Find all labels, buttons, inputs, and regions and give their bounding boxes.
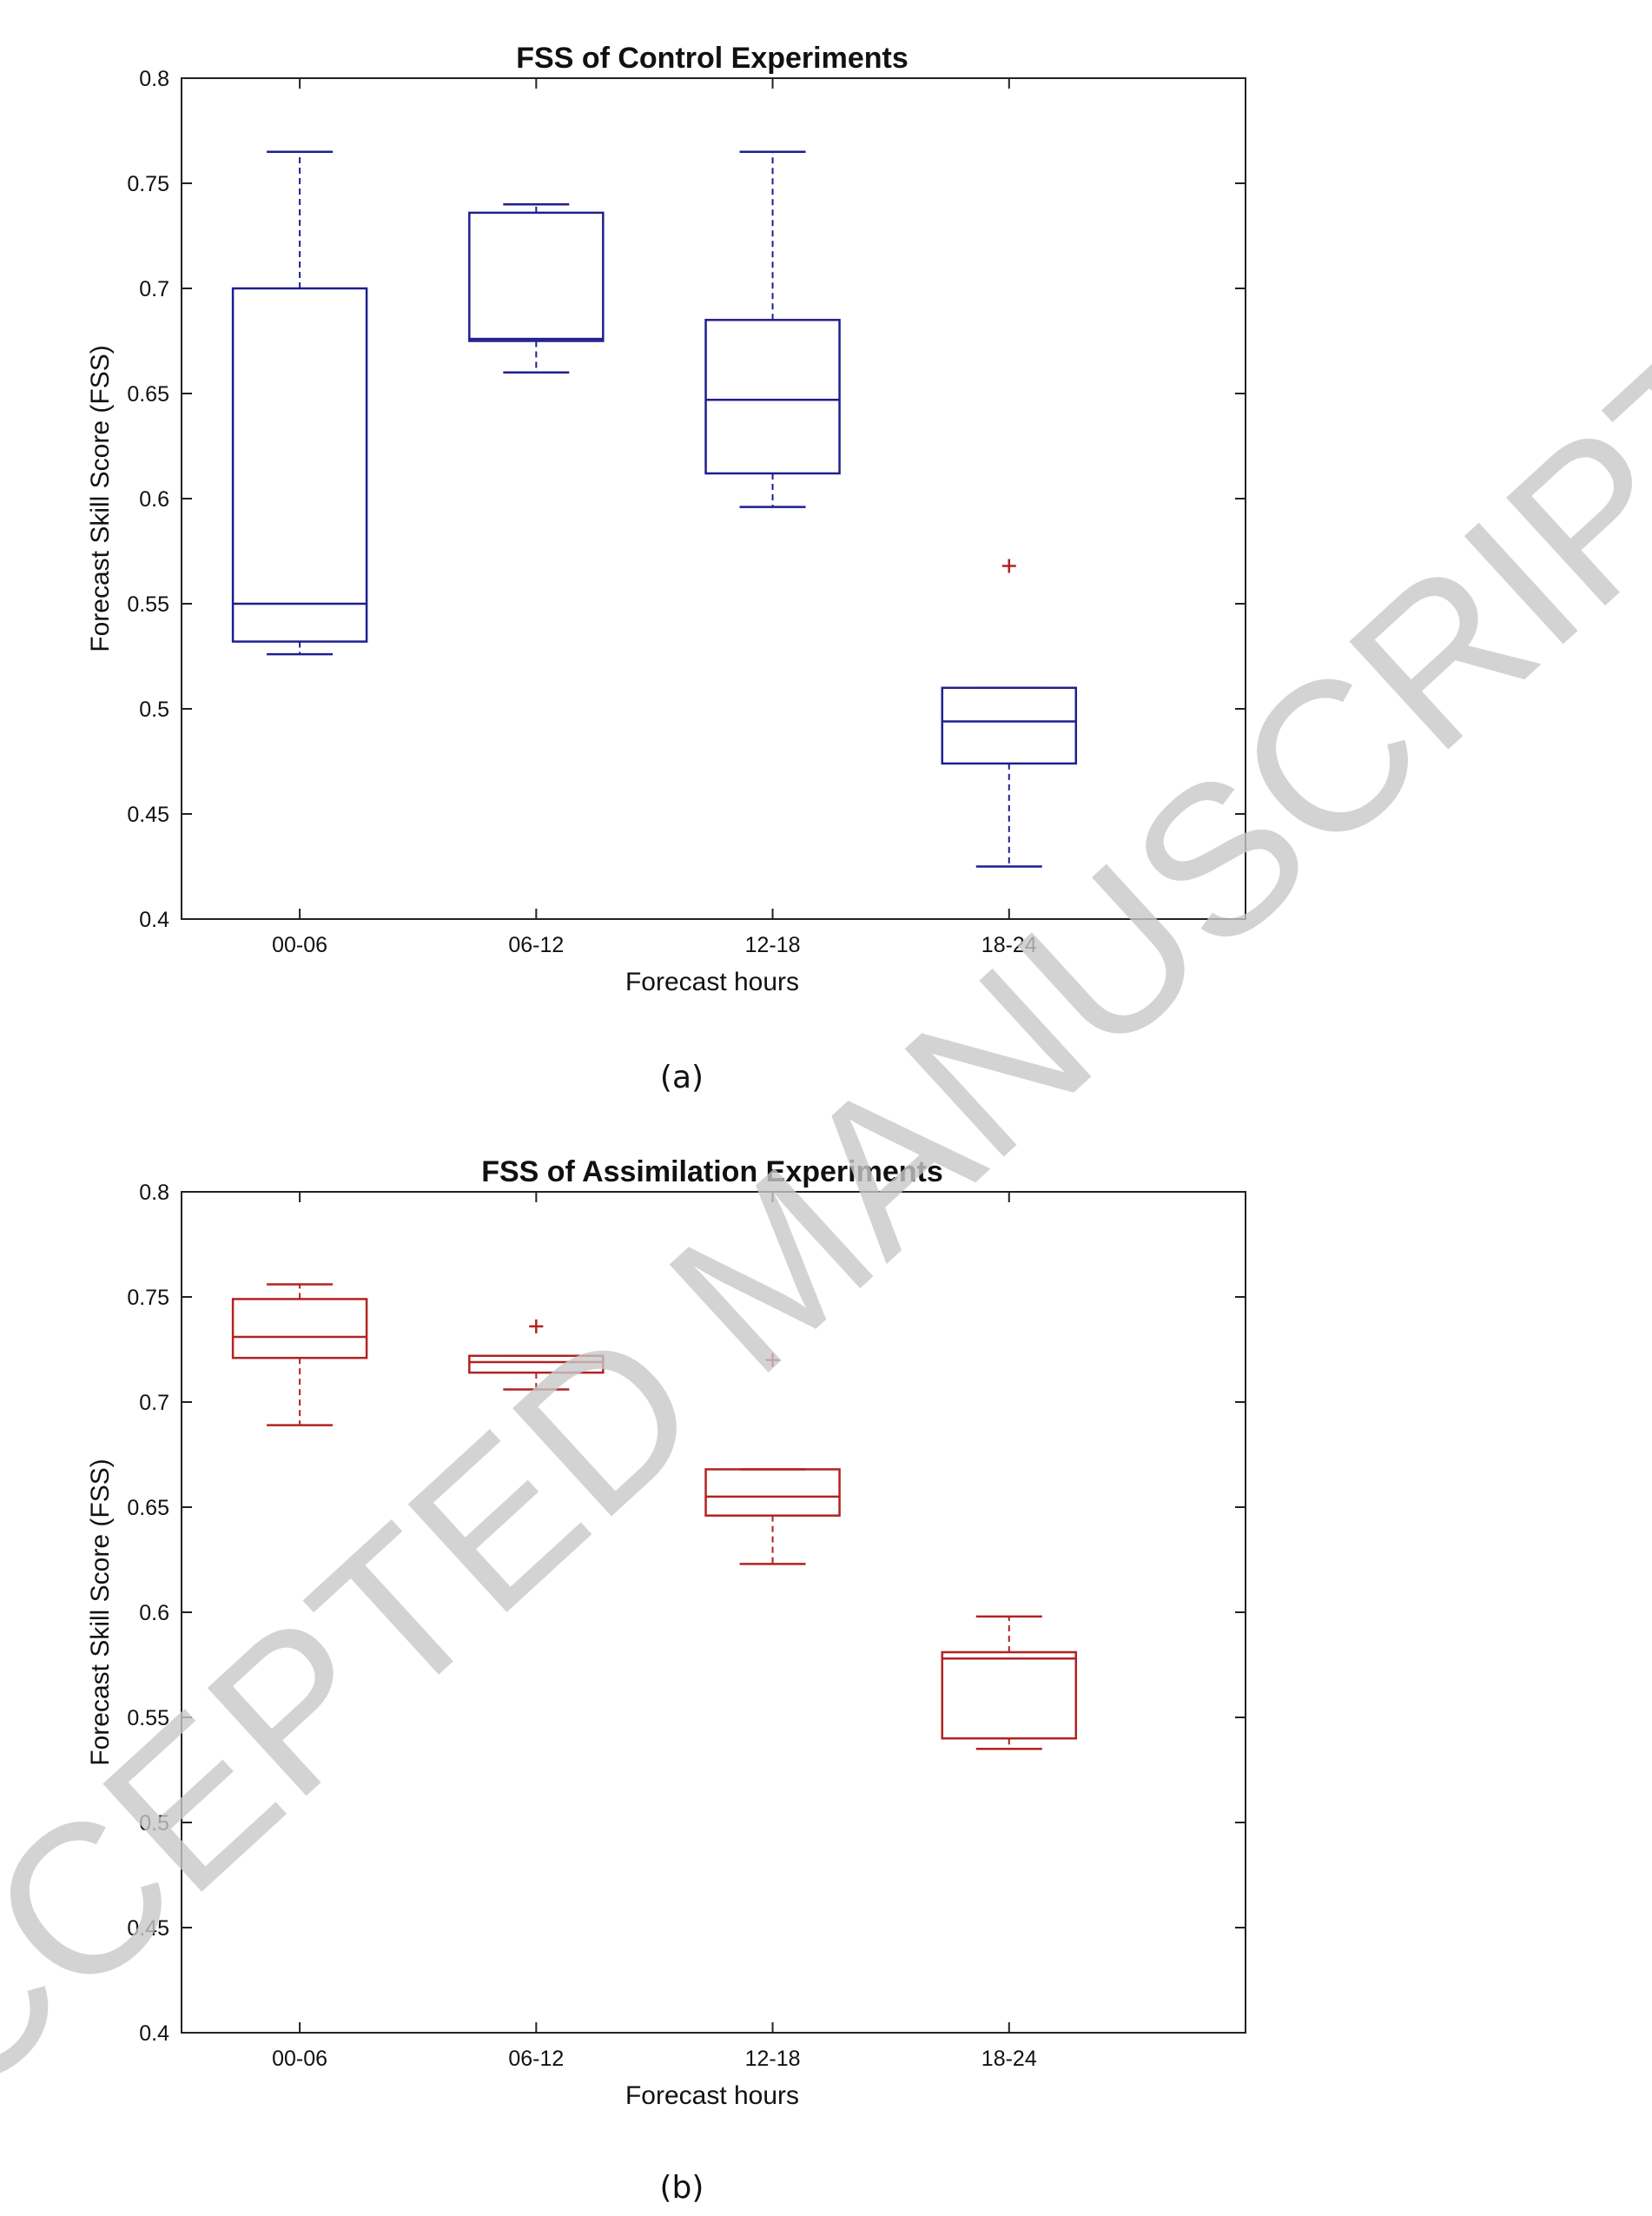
y-tick-label: 0.8 xyxy=(139,1181,169,1205)
box-body xyxy=(468,1354,605,1374)
x-tick-label: 00-06 xyxy=(272,2047,327,2071)
box-18-24 xyxy=(941,1615,1078,1750)
y-tick-labels: 0.4 0.45 0.5 0.55 0.6 0.65 0.7 0.75 0.8 xyxy=(127,67,169,932)
y-tick-labels: 0.4 0.45 0.5 0.55 0.6 0.65 0.7 0.75 0.8 xyxy=(127,1181,169,2046)
x-tick-label: 12-18 xyxy=(745,2047,801,2071)
y-tick-label: 0.55 xyxy=(127,592,169,617)
axis-ticks xyxy=(182,77,1246,920)
box-body xyxy=(941,1650,1078,1740)
y-tick-label: 0.75 xyxy=(127,172,169,196)
y-tick-label: 0.6 xyxy=(139,1601,169,1625)
y-tick-label: 0.65 xyxy=(127,382,169,407)
y-tick-label: 0.45 xyxy=(127,1916,169,1941)
outlier-marker xyxy=(529,1319,544,1333)
y-tick-label: 0.65 xyxy=(127,1496,169,1520)
y-tick-label: 0.8 xyxy=(139,67,169,91)
x-tick-labels: 00-06 06-12 12-18 18-24 xyxy=(272,933,1037,957)
y-tick-label: 0.7 xyxy=(139,277,169,301)
assimilation-experiments-chart: FSS of Assimilation Experiments 0.40.450… xyxy=(86,1155,1246,2206)
x-axis-label: Forecast hours xyxy=(625,2081,799,2110)
outlier-marker xyxy=(765,1353,780,1367)
x-tick-label: 06-12 xyxy=(508,2047,564,2071)
box-00-06 xyxy=(231,1283,368,1426)
y-tick-label: 0.75 xyxy=(127,1286,169,1310)
y-tick-label: 0.5 xyxy=(139,1811,169,1836)
box-body xyxy=(941,686,1078,765)
box-series xyxy=(231,150,1078,868)
y-tick-label: 0.5 xyxy=(139,698,169,722)
x-tick-label: 00-06 xyxy=(272,933,327,957)
box-series xyxy=(231,1283,1078,1750)
y-tick-label: 0.4 xyxy=(139,2021,169,2046)
chart-title: FSS of Assimilation Experiments xyxy=(481,1155,943,1188)
y-tick-label: 0.7 xyxy=(139,1391,169,1415)
box-body xyxy=(231,1298,368,1359)
box-00-06 xyxy=(231,150,368,656)
box-body xyxy=(231,287,368,643)
x-tick-label: 06-12 xyxy=(508,933,564,957)
panel-caption: (a) xyxy=(660,1060,704,1095)
y-tick-label: 0.55 xyxy=(127,1706,169,1730)
chart-title: FSS of Control Experiments xyxy=(516,42,909,75)
y-tick-label: 0.4 xyxy=(139,908,169,932)
box-06-12 xyxy=(468,1319,605,1391)
y-axis-label: Forecast Skill Score (FSS) xyxy=(86,345,115,652)
y-tick-label: 0.6 xyxy=(139,487,169,512)
axis-ticks xyxy=(182,1191,1246,2034)
y-tick-label: 0.45 xyxy=(127,803,169,827)
box-body xyxy=(704,1468,841,1517)
x-tick-label: 18-24 xyxy=(981,2047,1037,2071)
x-tick-label: 18-24 xyxy=(981,933,1037,957)
box-12-18 xyxy=(704,1353,841,1565)
outlier-marker xyxy=(1001,559,1016,573)
box-body xyxy=(704,319,841,475)
watermark: ACCEPTED MANUSCRIPT xyxy=(0,292,1652,2216)
plot-area xyxy=(181,77,1246,920)
x-tick-labels: 00-06 06-12 12-18 18-24 xyxy=(272,2047,1037,2071)
control-experiments-chart: FSS of Control Experiments 0.4 0.45 0.5 0.5… xyxy=(86,42,1246,1095)
x-tick-label: 12-18 xyxy=(745,933,801,957)
box-06-12 xyxy=(468,202,605,374)
x-axis-label: Forecast hours xyxy=(625,968,799,996)
box-body xyxy=(468,211,605,342)
panel-caption: (b) xyxy=(660,2170,704,2206)
box-18-24 xyxy=(941,559,1078,868)
y-axis-label: Forecast Skill Score (FSS) xyxy=(86,1459,115,1765)
box-12-18 xyxy=(704,150,841,508)
